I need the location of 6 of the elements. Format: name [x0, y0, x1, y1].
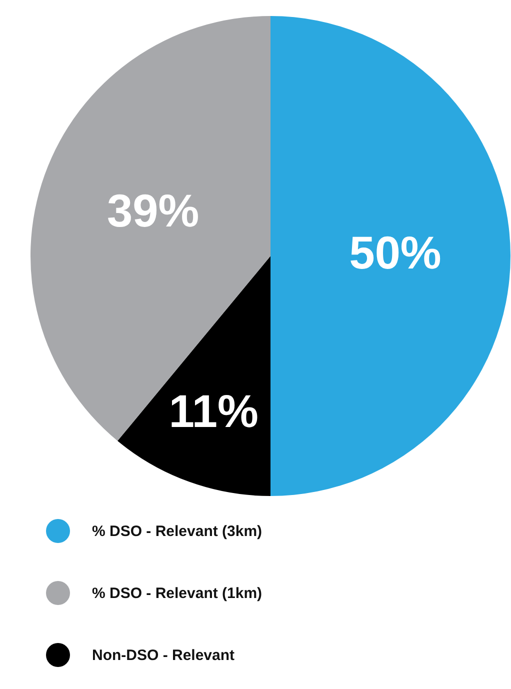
legend-label: % DSO - Relevant (3km)	[92, 522, 262, 540]
data-label: 11%	[168, 384, 258, 437]
legend-label: Non-DSO - Relevant	[92, 646, 235, 664]
data-label: 39%	[107, 184, 200, 236]
legend-label: % DSO - Relevant (1km)	[92, 584, 262, 602]
data-label: 50%	[349, 226, 442, 279]
